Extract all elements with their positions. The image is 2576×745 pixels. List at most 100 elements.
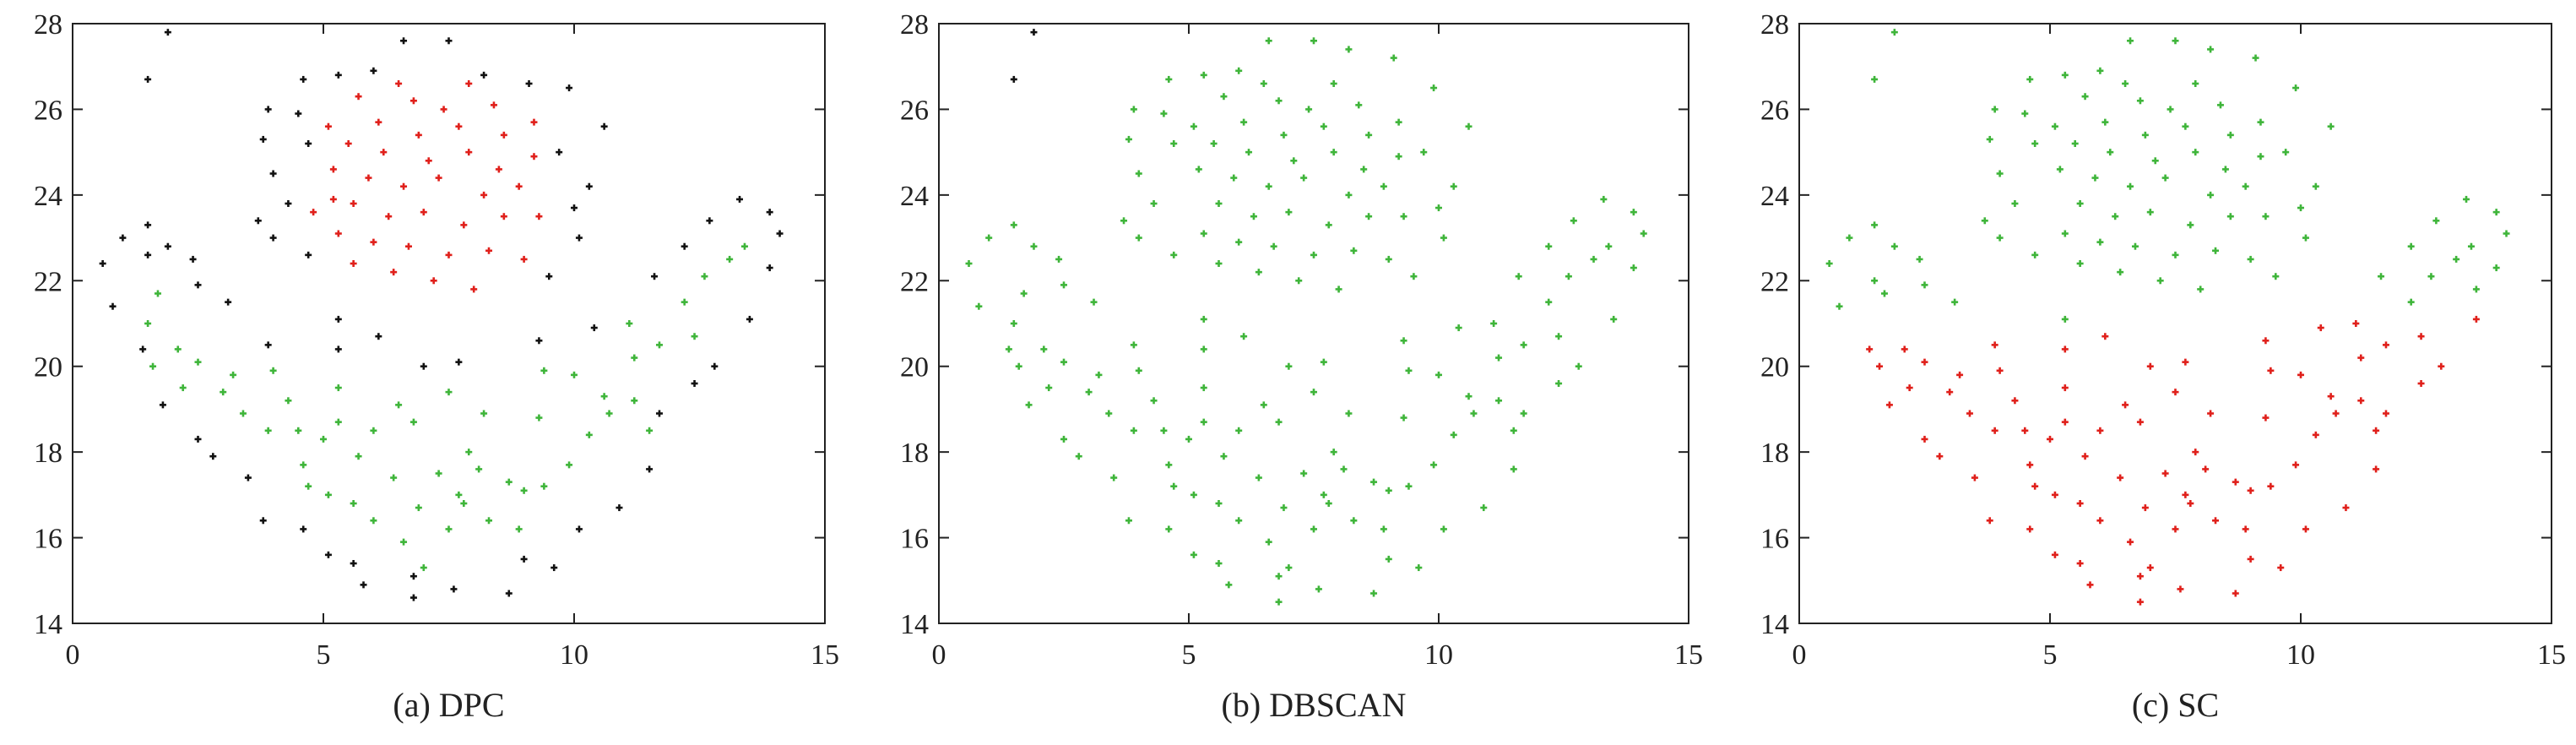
data-point bbox=[1495, 397, 1503, 405]
data-point bbox=[194, 435, 202, 443]
data-point bbox=[375, 118, 382, 126]
data-point bbox=[2131, 242, 2139, 250]
data-point bbox=[1946, 389, 1954, 396]
data-point bbox=[1555, 333, 1563, 340]
data-point bbox=[1090, 298, 1098, 306]
data-point bbox=[1320, 122, 1327, 130]
data-point bbox=[571, 371, 578, 378]
data-point bbox=[726, 255, 734, 263]
data-point bbox=[1350, 247, 1358, 254]
data-point bbox=[1300, 470, 1308, 477]
data-point bbox=[1921, 281, 1928, 289]
data-point bbox=[1605, 242, 1613, 250]
data-point bbox=[2086, 581, 2094, 589]
data-point bbox=[1240, 333, 1248, 340]
data-point bbox=[2112, 213, 2119, 220]
data-point bbox=[2051, 491, 2058, 498]
data-point bbox=[1395, 118, 1402, 126]
data-point bbox=[1025, 401, 1033, 409]
data-point bbox=[2262, 337, 2270, 345]
data-point bbox=[2127, 37, 2134, 45]
data-point bbox=[1890, 242, 1898, 250]
data-point bbox=[460, 500, 468, 507]
plot-frame bbox=[938, 23, 1689, 624]
data-point bbox=[1991, 106, 1998, 113]
data-point bbox=[1030, 242, 1038, 250]
data-point bbox=[475, 465, 483, 473]
data-point bbox=[1876, 362, 1884, 370]
data-point bbox=[2262, 213, 2270, 220]
data-point bbox=[420, 564, 427, 572]
data-point bbox=[736, 195, 744, 203]
data-point bbox=[2432, 217, 2440, 225]
data-point bbox=[2167, 106, 2174, 113]
data-point bbox=[1190, 122, 1197, 130]
data-point bbox=[1285, 362, 1293, 370]
data-point bbox=[1275, 573, 1283, 580]
data-point bbox=[2262, 414, 2270, 421]
data-point bbox=[1215, 500, 1223, 507]
data-point bbox=[1200, 418, 1207, 426]
data-point bbox=[445, 37, 453, 45]
data-point bbox=[329, 166, 337, 173]
y-tick-label: 16 bbox=[1760, 524, 1789, 555]
data-point bbox=[2312, 182, 2319, 190]
data-point bbox=[1395, 153, 1402, 160]
data-point bbox=[1285, 564, 1293, 572]
data-point bbox=[2156, 277, 2164, 285]
data-point bbox=[2031, 251, 2039, 258]
data-point bbox=[1871, 75, 1879, 83]
data-point bbox=[1871, 277, 1879, 285]
data-point bbox=[350, 260, 357, 267]
data-point bbox=[2373, 427, 2380, 434]
data-point bbox=[2257, 118, 2264, 126]
data-point bbox=[409, 418, 417, 426]
data-point bbox=[1235, 427, 1243, 434]
data-point bbox=[1095, 371, 1103, 378]
data-point bbox=[334, 418, 342, 426]
data-point bbox=[1380, 182, 1387, 190]
data-point bbox=[1125, 135, 1132, 143]
data-point bbox=[520, 555, 528, 563]
data-point bbox=[1880, 290, 1888, 297]
data-point bbox=[1555, 380, 1563, 387]
data-point bbox=[2076, 560, 2084, 567]
data-point bbox=[415, 504, 422, 512]
data-point bbox=[480, 410, 488, 417]
data-point bbox=[1590, 255, 1597, 263]
data-point bbox=[1385, 555, 1392, 563]
data-point bbox=[1390, 54, 1397, 62]
data-point bbox=[1275, 598, 1283, 606]
data-point bbox=[505, 478, 512, 486]
data-point bbox=[1210, 140, 1217, 147]
data-point bbox=[1465, 393, 1472, 400]
data-point bbox=[500, 213, 507, 220]
data-point bbox=[179, 384, 187, 392]
data-point bbox=[154, 290, 161, 297]
data-point bbox=[1310, 525, 1317, 533]
data-point bbox=[1996, 170, 2004, 177]
data-point bbox=[1135, 367, 1142, 374]
data-point bbox=[1370, 478, 1378, 486]
data-point bbox=[1255, 269, 1262, 276]
x-tick-label: 0 bbox=[1792, 639, 1807, 671]
data-point bbox=[1600, 195, 1608, 203]
data-point bbox=[2242, 525, 2249, 533]
data-point bbox=[264, 427, 272, 434]
data-point bbox=[2207, 191, 2215, 198]
data-point bbox=[485, 247, 493, 254]
data-point bbox=[1010, 320, 1017, 327]
y-tick-label: 20 bbox=[900, 352, 929, 383]
data-point bbox=[2122, 80, 2129, 87]
data-point bbox=[2127, 182, 2134, 190]
data-point bbox=[2096, 427, 2104, 434]
x-tick-label: 0 bbox=[932, 639, 946, 671]
data-point bbox=[189, 255, 197, 263]
data-point bbox=[1150, 200, 1158, 207]
data-point bbox=[144, 320, 152, 327]
data-point bbox=[1170, 251, 1178, 258]
data-point bbox=[1190, 491, 1197, 498]
data-point bbox=[420, 362, 427, 370]
data-point bbox=[2492, 209, 2500, 216]
data-point bbox=[2277, 564, 2285, 572]
